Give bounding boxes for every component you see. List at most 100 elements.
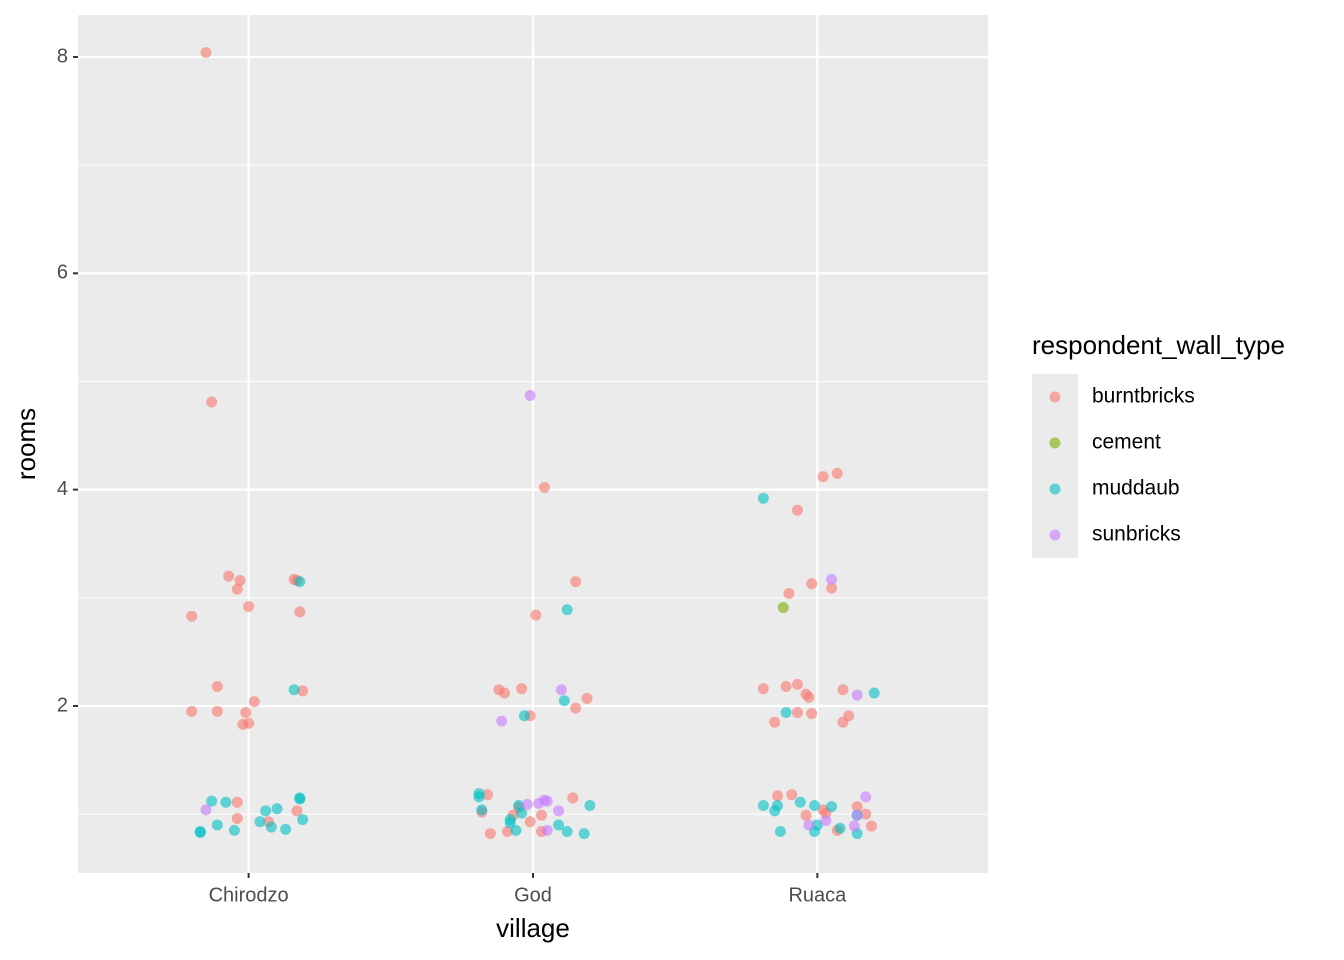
point: [791, 678, 803, 690]
point: [584, 800, 596, 812]
point: [772, 800, 784, 812]
point: [860, 808, 872, 820]
x-tick-label: Ruaca: [788, 884, 847, 906]
point: [803, 819, 815, 831]
legend: burntbricks cement muddaub sunbricks: [1032, 374, 1195, 558]
point: [837, 684, 849, 696]
point: [541, 795, 553, 807]
legend-key: [1049, 437, 1061, 449]
point: [294, 606, 306, 618]
x-tick-label: God: [514, 884, 552, 906]
point: [786, 789, 798, 801]
points: [186, 47, 880, 840]
point: [504, 817, 516, 829]
point: [757, 683, 769, 695]
point: [228, 824, 240, 836]
y-tick-label: 8: [57, 45, 68, 67]
point: [817, 471, 829, 483]
point: [769, 716, 781, 728]
point: [516, 683, 528, 695]
point: [783, 587, 795, 599]
point: [476, 804, 488, 816]
point: [280, 823, 292, 835]
point: [757, 800, 769, 812]
point: [231, 796, 243, 808]
point: [806, 578, 818, 590]
point: [200, 47, 212, 59]
legend-key: [1049, 391, 1061, 403]
point: [860, 791, 872, 803]
point: [484, 828, 496, 840]
point: [826, 801, 838, 813]
point: [518, 710, 530, 722]
point: [297, 685, 309, 697]
legend-label: muddaub: [1092, 477, 1180, 500]
point: [220, 796, 232, 808]
point: [297, 814, 309, 826]
point: [561, 825, 573, 837]
point: [806, 708, 818, 720]
point: [868, 687, 880, 699]
point: [240, 706, 252, 718]
point: [211, 705, 223, 717]
point: [772, 790, 784, 802]
point: [865, 820, 877, 832]
point: [803, 691, 815, 703]
point: [581, 692, 593, 704]
point: [791, 706, 803, 718]
point: [567, 792, 579, 804]
y-tick-label: 6: [57, 262, 68, 284]
legend-key: [1049, 483, 1061, 495]
point: [570, 576, 582, 588]
point: [578, 828, 590, 840]
point: [820, 815, 832, 827]
point: [851, 809, 863, 821]
point: [848, 820, 860, 832]
point: [186, 610, 198, 622]
point: [757, 492, 769, 504]
point: [243, 717, 255, 729]
point: [794, 796, 806, 808]
point: [558, 695, 570, 707]
point: [265, 821, 277, 833]
point: [288, 684, 300, 696]
point: [510, 824, 522, 836]
point: [496, 715, 508, 727]
point: [200, 804, 212, 816]
point: [231, 583, 243, 595]
legend-keys-bg: [1032, 374, 1078, 558]
point: [206, 795, 218, 807]
point: [780, 706, 792, 718]
point: [206, 396, 218, 408]
point: [234, 575, 246, 587]
point: [211, 819, 223, 831]
point: [774, 825, 786, 837]
point: [834, 822, 846, 834]
legend-label: cement: [1092, 431, 1161, 454]
point: [243, 600, 255, 612]
point: [211, 681, 223, 693]
point: [231, 812, 243, 824]
point: [294, 576, 306, 588]
point: [800, 809, 812, 821]
point: [260, 805, 272, 817]
point: [555, 684, 567, 696]
legend-label: burntbricks: [1092, 385, 1195, 408]
grid: [78, 15, 988, 873]
legend-key: [1049, 529, 1061, 541]
point: [791, 504, 803, 516]
point: [482, 789, 493, 801]
y-axis-title: rooms: [11, 408, 41, 480]
point: [501, 825, 513, 837]
point: [248, 696, 260, 708]
point: [851, 801, 863, 813]
point: [530, 609, 542, 621]
point: [524, 390, 536, 402]
point: [553, 819, 565, 831]
point: [831, 467, 843, 479]
point: [538, 481, 550, 493]
x-tick-label: Chirodzo: [209, 884, 289, 906]
point: [851, 689, 863, 701]
point: [826, 582, 838, 594]
